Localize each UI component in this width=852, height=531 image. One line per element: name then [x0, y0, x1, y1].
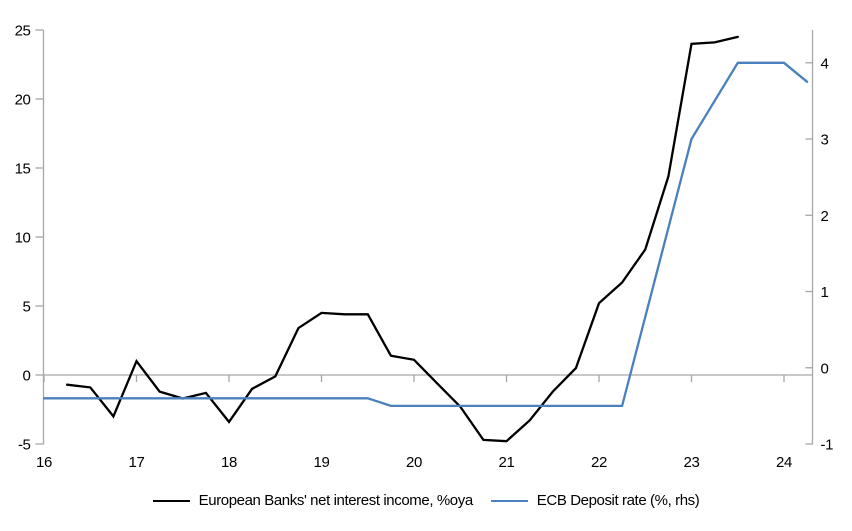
x-axis-tick-label: 21 [499, 454, 515, 471]
x-axis-tick-label: 20 [406, 454, 422, 471]
legend-line-swatch-blue [490, 499, 528, 502]
right-axis-tick-label: 2 [821, 208, 829, 225]
legend-item-net-interest-income: European Banks' net interest income, %oy… [152, 492, 474, 509]
left-axis-tick-label: -5 [18, 437, 31, 454]
left-axis-tick-label: 0 [23, 368, 31, 385]
legend-item-ecb-deposit-rate: ECB Deposit rate (%, rhs) [490, 492, 700, 509]
right-axis-tick-label: 4 [821, 55, 829, 72]
left-axis-tick-label: 20 [15, 92, 31, 109]
right-axis-tick-label: 3 [821, 132, 829, 149]
right-axis-tick-label: -1 [821, 437, 834, 454]
right-axis-tick-label: 0 [821, 360, 829, 377]
right-axis-tick-label: 1 [821, 284, 829, 301]
series-line-net-interest-income [65, 35, 739, 443]
left-axis-tick-label: 5 [23, 299, 31, 316]
x-axis-tick-label: 19 [314, 454, 330, 471]
x-axis-tick-label: 16 [36, 454, 52, 471]
series-line-ecb-deposit-rate [42, 61, 809, 408]
legend-label: ECB Deposit rate (%, rhs) [536, 492, 700, 509]
left-axis-tick-label: 15 [15, 161, 31, 178]
legend-line-swatch-black [152, 499, 190, 502]
x-axis-tick-label: 18 [221, 454, 237, 471]
x-axis-tick-label: 23 [684, 454, 700, 471]
left-axis-tick-label: 25 [15, 23, 31, 40]
legend-label: European Banks' net interest income, %oy… [198, 492, 474, 509]
x-axis-tick-label: 22 [591, 454, 607, 471]
legend: European Banks' net interest income, %oy… [0, 492, 852, 509]
x-axis-tick-label: 24 [776, 454, 792, 471]
x-axis-tick-label: 17 [129, 454, 145, 471]
left-axis-tick-label: 10 [15, 230, 31, 247]
